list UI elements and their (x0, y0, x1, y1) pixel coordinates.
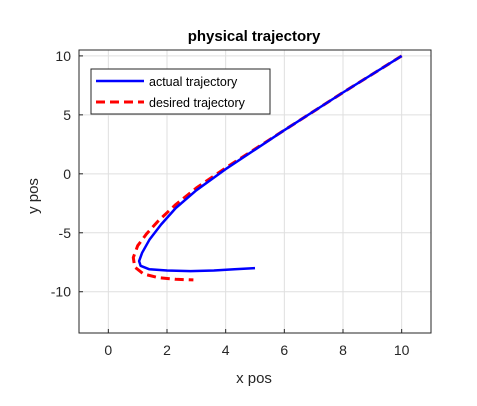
legend-label-actual: actual trajectory (149, 75, 238, 89)
x-tick-label: 10 (394, 342, 410, 358)
y-tick-label: 10 (55, 48, 71, 64)
x-axis-label: x pos (236, 370, 272, 387)
x-tick-labels: 0 2 4 6 8 10 (104, 342, 409, 358)
series-line-actual (137, 54, 403, 273)
x-tick-label: 2 (163, 342, 171, 358)
y-tick-label: -5 (59, 225, 72, 241)
grid-lines (79, 50, 431, 333)
legend: actual trajectory desired trajectory (90, 68, 271, 115)
y-tick-label: 0 (63, 166, 71, 182)
legend-label-desired: desired trajectory (149, 96, 246, 110)
legend-box (90, 68, 271, 115)
y-tick-label: -10 (51, 284, 71, 300)
axis-ticks (79, 55, 403, 333)
y-axis-label: y pos (25, 178, 42, 214)
y-tick-label: 5 (63, 107, 71, 123)
x-tick-label: 6 (280, 342, 288, 358)
plot-frame (78, 49, 432, 334)
x-tick-label: 0 (104, 342, 112, 358)
chart-title: physical trajectory (188, 28, 321, 45)
series-layer (131, 54, 403, 282)
x-tick-label: 8 (339, 342, 347, 358)
y-tick-labels: 10 5 0 -5 -10 (51, 48, 71, 300)
x-tick-label: 4 (222, 342, 230, 358)
